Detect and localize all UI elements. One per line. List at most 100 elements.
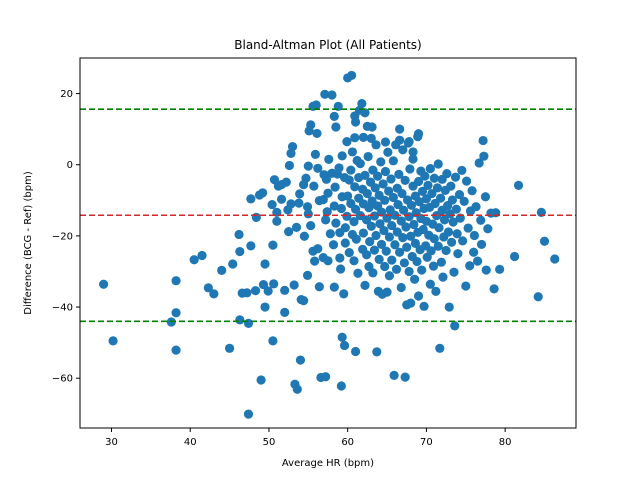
data-point: [384, 271, 395, 281]
data-point: [479, 151, 489, 161]
data-point: [339, 289, 349, 299]
data-point: [446, 181, 456, 191]
data-point: [349, 256, 359, 266]
data-point: [272, 216, 282, 226]
y-axis-label: Difference (BCG - Ref) (bpm): [23, 171, 34, 315]
data-point: [360, 108, 370, 118]
data-point: [432, 183, 443, 193]
data-point: [301, 173, 311, 183]
data-point: [365, 236, 375, 247]
data-point: [344, 175, 354, 185]
data-point: [171, 308, 181, 318]
data-point: [373, 171, 383, 181]
data-point: [334, 163, 344, 173]
data-point: [295, 355, 306, 365]
data-point: [390, 210, 400, 220]
data-point: [461, 281, 471, 291]
data-point: [336, 381, 346, 391]
y-axis-ticks: −60 −40 −20 0 20: [52, 89, 80, 385]
data-point: [336, 264, 346, 274]
data-point: [328, 240, 339, 250]
data-point: [401, 222, 411, 232]
data-point: [347, 147, 358, 157]
data-point: [321, 372, 331, 382]
data-point: [413, 176, 424, 187]
data-point: [292, 384, 302, 394]
data-point: [340, 223, 350, 233]
data-point: [337, 332, 347, 342]
data-point: [439, 215, 450, 225]
data-point: [449, 267, 459, 277]
data-point: [444, 302, 454, 312]
data-point: [406, 200, 417, 210]
data-point: [509, 251, 520, 262]
data-point: [428, 261, 439, 271]
data-point: [263, 286, 273, 296]
data-point: [203, 283, 213, 293]
data-point: [387, 255, 397, 265]
data-point: [367, 122, 377, 132]
data-point: [217, 265, 227, 275]
data-point: [423, 180, 433, 190]
x-axis-ticks: 30 40 50 60 70 80: [105, 428, 512, 448]
data-point: [323, 188, 333, 198]
data-point: [360, 280, 370, 290]
data-point: [387, 220, 397, 231]
data-point: [435, 193, 446, 203]
data-point: [394, 169, 404, 179]
data-point: [298, 296, 309, 306]
data-point: [329, 201, 339, 211]
data-point: [306, 120, 316, 130]
data-point: [476, 239, 487, 250]
data-point: [489, 284, 499, 294]
data-point: [539, 236, 550, 246]
y-tick-label: −20: [52, 231, 73, 242]
data-point: [395, 247, 405, 257]
data-point: [306, 220, 316, 231]
data-point: [369, 211, 380, 221]
data-point: [404, 212, 414, 222]
data-point: [228, 259, 238, 269]
y-tick-label: 0: [67, 160, 73, 171]
data-point: [388, 192, 398, 203]
data-point: [417, 265, 427, 275]
data-point: [256, 375, 266, 385]
data-point: [390, 240, 400, 250]
data-point: [418, 224, 428, 235]
data-point: [474, 158, 484, 168]
data-point: [375, 219, 385, 229]
data-point: [391, 264, 402, 274]
data-point: [396, 282, 406, 293]
data-point: [447, 195, 457, 205]
data-point: [358, 132, 369, 142]
data-point: [260, 302, 270, 312]
data-point: [417, 186, 428, 197]
data-point: [325, 229, 335, 239]
data-point: [358, 228, 369, 238]
data-point: [295, 189, 305, 199]
reference-lines: [80, 108, 576, 323]
data-point: [335, 253, 345, 263]
data-point: [389, 370, 399, 380]
data-point: [441, 245, 451, 256]
data-point: [329, 282, 339, 292]
y-tick-label: −60: [52, 374, 73, 385]
data-point: [289, 280, 299, 290]
data-point: [429, 173, 439, 183]
data-point: [427, 188, 437, 199]
data-point: [380, 261, 390, 272]
data-point: [268, 240, 278, 250]
data-point: [280, 307, 290, 317]
data-point: [337, 151, 347, 161]
data-point: [349, 217, 359, 227]
data-point: [376, 239, 387, 250]
data-point: [433, 241, 443, 251]
data-point: [481, 265, 491, 275]
data-point: [495, 264, 505, 274]
data-point: [429, 234, 439, 244]
data-point: [398, 205, 409, 215]
data-point: [478, 135, 488, 146]
data-point: [370, 183, 380, 193]
